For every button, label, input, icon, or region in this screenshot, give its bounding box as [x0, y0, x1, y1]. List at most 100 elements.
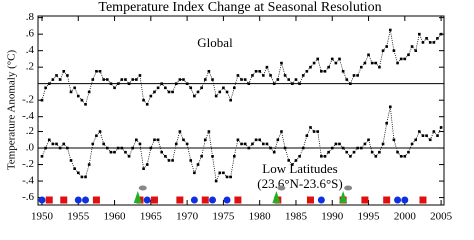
event-square: [150, 196, 158, 204]
data-point: [193, 94, 196, 98]
data-point: [156, 138, 160, 142]
event-square: [201, 196, 209, 204]
data-point: [251, 74, 254, 77]
y-tick-label: -.2: [22, 158, 34, 170]
data-point: [40, 98, 44, 102]
data-point: [58, 78, 62, 81]
data-point: [283, 74, 287, 77]
y-tick-label: .6: [26, 28, 35, 40]
data-point: [305, 134, 309, 137]
data-point: [109, 150, 113, 154]
data-point: [301, 146, 305, 150]
data-point: [385, 45, 388, 48]
data-point: [55, 74, 58, 77]
data-point: [203, 78, 207, 81]
data-point: [153, 138, 156, 142]
series-line: [41, 29, 442, 106]
data-point: [193, 171, 196, 175]
data-point: [207, 70, 211, 73]
event-circle: [209, 196, 217, 204]
event-triangle: [272, 191, 281, 203]
data-point: [167, 90, 171, 94]
data-point: [105, 78, 109, 81]
data-point: [73, 86, 76, 90]
data-point: [428, 41, 432, 44]
chart-title: Temperature Index Change at Seasonal Res…: [98, 0, 381, 15]
data-point: [291, 163, 294, 166]
data-point: [84, 175, 87, 179]
data-point: [91, 78, 95, 81]
panel-label: Global: [197, 35, 233, 50]
y-tick-label: .2: [26, 61, 34, 73]
data-point: [62, 142, 66, 146]
data-point: [182, 138, 185, 142]
data-point: [370, 61, 374, 65]
data-point: [145, 103, 149, 106]
data-point: [280, 61, 283, 65]
data-point: [189, 86, 193, 90]
data-point: [229, 98, 232, 102]
data-point: [164, 86, 167, 90]
x-tick-label: 1955: [67, 211, 90, 223]
data-point: [214, 94, 218, 98]
data-point: [47, 138, 51, 142]
event-square: [60, 196, 68, 204]
data-point: [294, 78, 298, 81]
data-point: [98, 70, 102, 73]
data-point: [113, 150, 116, 154]
data-point: [76, 171, 80, 175]
data-point: [327, 150, 330, 154]
data-point: [370, 150, 374, 154]
data-point: [418, 130, 421, 133]
event-square: [361, 196, 369, 204]
data-point: [62, 70, 66, 73]
data-point: [174, 82, 178, 85]
data-point: [196, 163, 200, 166]
data-point: [182, 78, 185, 81]
data-point: [160, 150, 164, 154]
data-point: [76, 94, 80, 98]
data-point: [334, 61, 338, 65]
data-point: [225, 90, 229, 94]
data-point: [178, 78, 182, 81]
data-point: [236, 74, 240, 77]
data-point: [232, 155, 236, 158]
x-tick-label: 1980: [249, 211, 272, 223]
data-point: [222, 86, 225, 90]
data-point: [323, 155, 327, 158]
event-square: [176, 196, 184, 204]
data-point: [109, 82, 113, 85]
data-point: [338, 142, 341, 146]
data-point: [381, 49, 385, 52]
x-tick-label: 1975: [212, 211, 235, 223]
data-point: [203, 138, 207, 142]
data-point: [396, 61, 399, 65]
event-triangle: [133, 191, 142, 203]
data-point: [316, 57, 320, 61]
data-point: [55, 142, 58, 146]
data-point: [124, 150, 127, 154]
data-point: [254, 138, 258, 142]
data-point: [254, 70, 258, 73]
data-point: [69, 90, 73, 94]
data-point: [185, 82, 189, 85]
data-point: [116, 82, 120, 85]
data-point: [189, 159, 193, 162]
data-point: [47, 82, 51, 85]
chart: Temperature Index Change at Seasonal Res…: [6, 0, 453, 223]
data-point: [349, 82, 352, 85]
data-point: [145, 163, 149, 166]
data-point: [301, 74, 305, 77]
data-point: [436, 134, 439, 137]
data-point: [399, 57, 403, 61]
panel-label: (23.6°N-23.6°S): [257, 176, 343, 191]
data-point: [269, 74, 272, 77]
data-point: [276, 138, 280, 142]
event-circle: [74, 196, 82, 204]
data-point: [432, 41, 436, 44]
x-tick-label: 1990: [321, 211, 344, 223]
event-square: [383, 196, 391, 204]
y-tick-label: -.6: [22, 191, 34, 203]
data-point: [95, 70, 98, 73]
data-point: [225, 175, 229, 179]
